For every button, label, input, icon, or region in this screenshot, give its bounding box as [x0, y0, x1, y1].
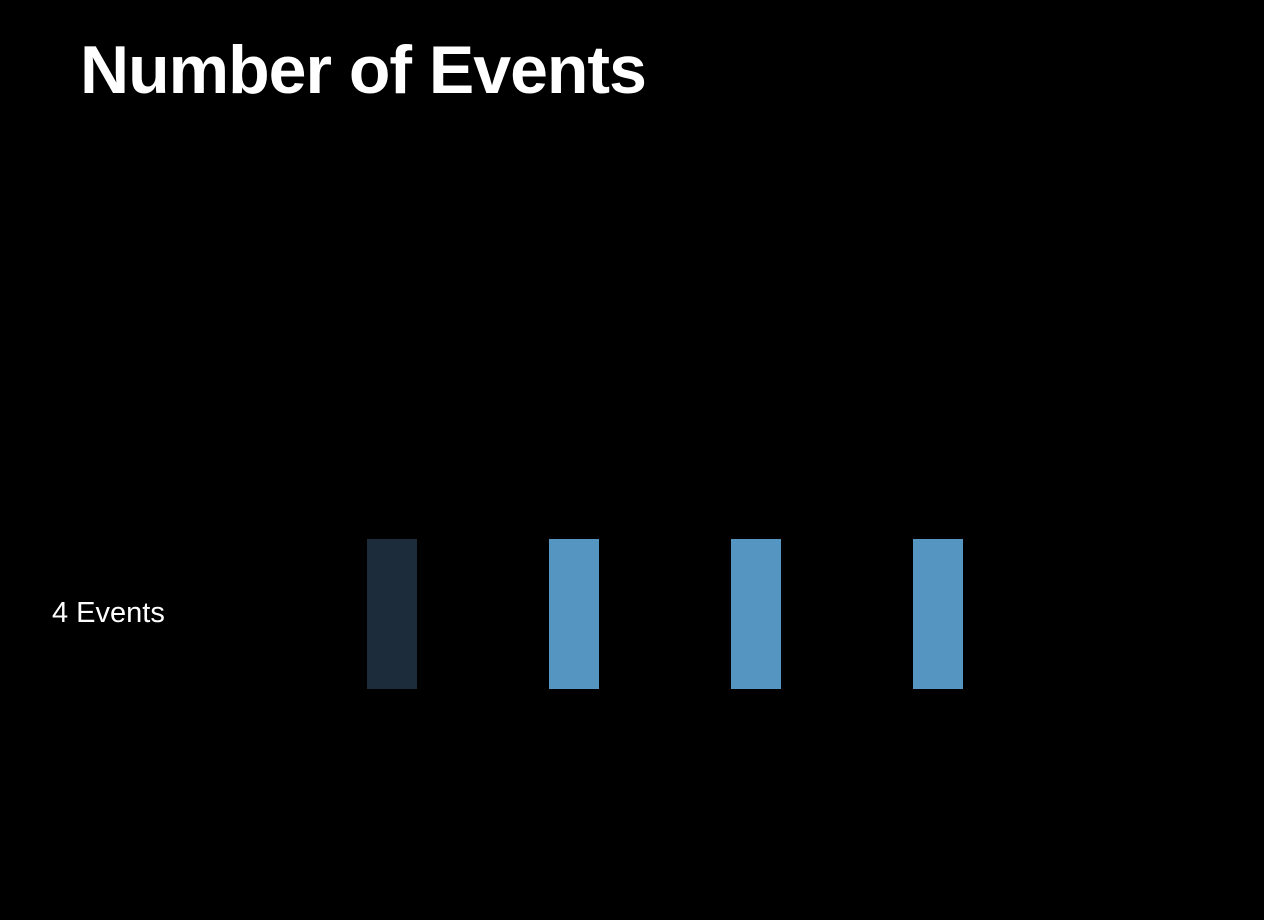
event-count-label: 4 Events	[52, 597, 165, 629]
page-title: Number of Events	[80, 32, 647, 108]
event-bar-3	[731, 539, 781, 689]
event-bar-1	[367, 539, 417, 689]
event-bar-2	[549, 539, 599, 689]
event-bar-4	[913, 539, 963, 689]
